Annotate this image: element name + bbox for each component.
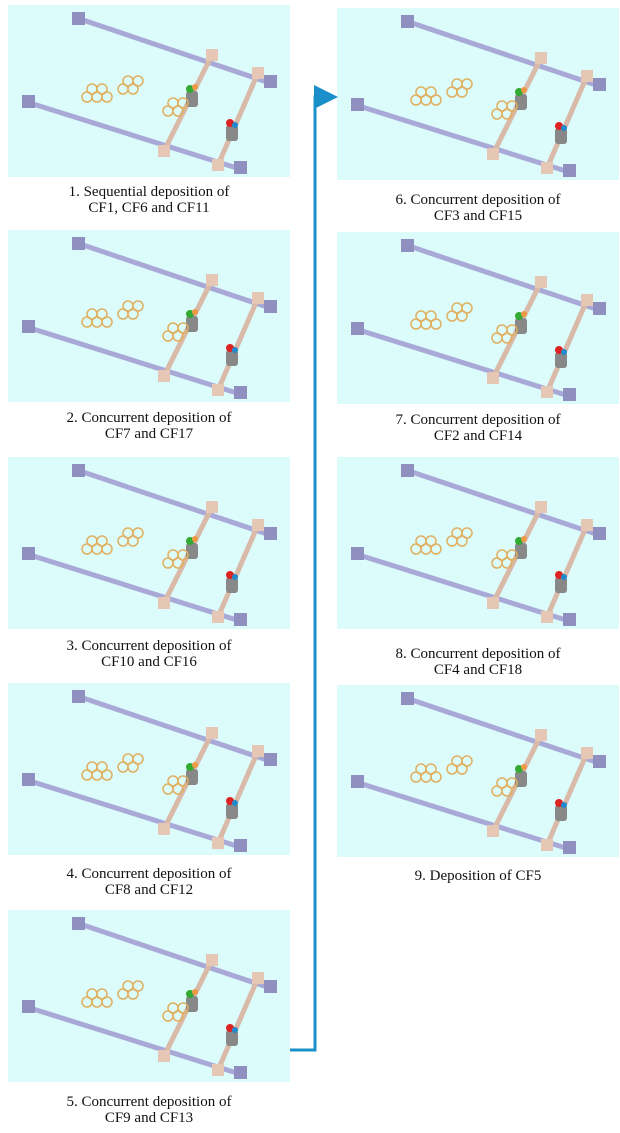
panel-illustration [8, 457, 290, 629]
panel-illustration [337, 8, 619, 180]
diagram: 1. Sequential deposition ofCF1, CF6 and … [0, 0, 620, 1128]
panel-illustration [8, 230, 290, 402]
panel-caption: CF3 and CF15 [434, 208, 522, 224]
panel-caption: 4. Concurrent deposition of [67, 866, 232, 882]
panel-caption: 8. Concurrent deposition of [396, 646, 561, 662]
flow-arrow [290, 97, 332, 1050]
panel-caption: 5. Concurrent deposition of [67, 1094, 232, 1110]
panel-illustration [337, 457, 619, 629]
panel-caption: 6. Concurrent deposition of [396, 192, 561, 208]
panel-illustration [8, 683, 290, 855]
panel-illustration [337, 685, 619, 857]
panel-illustration [8, 910, 290, 1082]
panel-caption: 2. Concurrent deposition of [67, 410, 232, 426]
panel-caption: 9. Deposition of CF5 [415, 868, 542, 884]
panel-caption: CF7 and CF17 [105, 426, 194, 442]
panel-caption: CF1, CF6 and CF11 [88, 200, 209, 216]
panel-caption: 7. Concurrent deposition of [396, 412, 561, 428]
panel-illustration [8, 5, 290, 177]
panel-caption: CF8 and CF12 [105, 882, 193, 898]
panel: 9. Deposition of CF5 [337, 685, 619, 884]
panel-caption: CF10 and CF16 [101, 654, 197, 670]
page: {"panels": [ {"caption": ["1. Sequential… [0, 0, 620, 1128]
panel-caption: 3. Concurrent deposition of [67, 638, 232, 654]
panel-illustration [337, 232, 619, 404]
panel-caption: CF4 and CF18 [434, 662, 522, 678]
panel-caption: CF2 and CF14 [434, 428, 523, 444]
panel-caption: CF9 and CF13 [105, 1110, 193, 1126]
panel-caption: 1. Sequential deposition of [69, 184, 230, 200]
